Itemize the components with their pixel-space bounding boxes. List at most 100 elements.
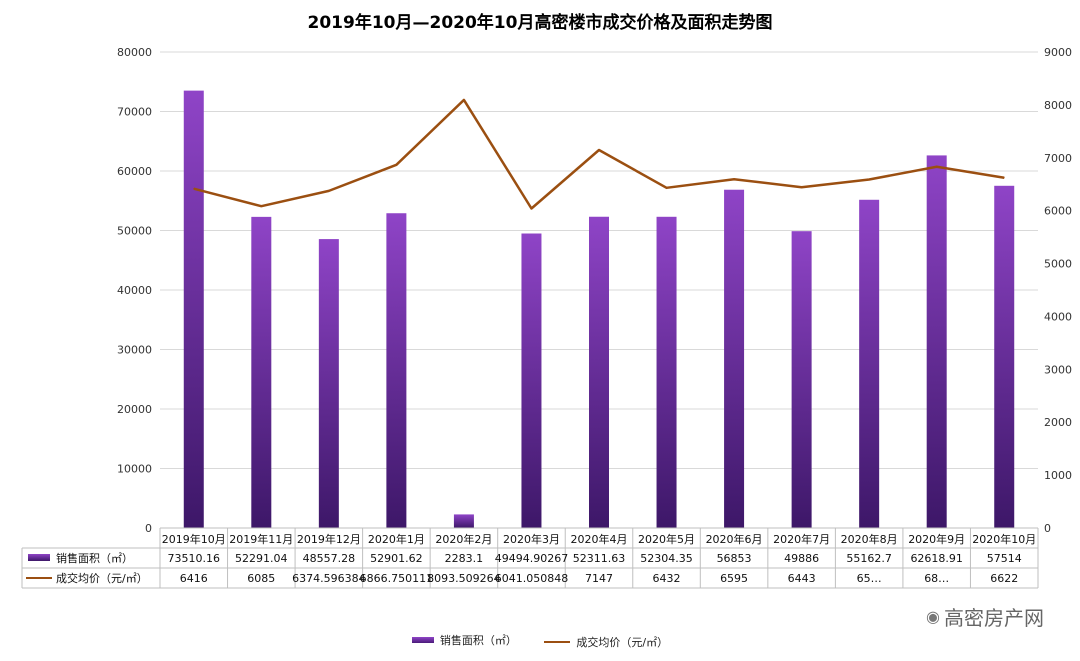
category-label: 2020年1月 xyxy=(368,532,425,546)
left-tick-label: 50000 xyxy=(117,225,152,238)
price-value-cell: 6416 xyxy=(180,572,208,585)
category-label: 2020年3月 xyxy=(503,532,560,546)
area-value-cell: 73510.16 xyxy=(168,552,221,565)
bar xyxy=(183,90,204,528)
price-point xyxy=(260,205,262,207)
left-tick-label: 80000 xyxy=(117,46,152,59)
bar xyxy=(926,155,947,528)
table-row-label-area: 销售面积（㎡） xyxy=(56,551,133,565)
area-value-cell: 48557.28 xyxy=(303,552,356,565)
right-tick-label: 7000 xyxy=(1044,152,1072,165)
price-point xyxy=(936,166,938,168)
bar-series xyxy=(183,90,1015,529)
left-tick-label: 0 xyxy=(145,522,152,535)
right-tick-label: 4000 xyxy=(1044,310,1072,323)
price-value-cell: 6443 xyxy=(788,572,816,585)
area-value-cell: 55162.7 xyxy=(846,552,892,565)
price-value-cell: 6432 xyxy=(653,572,681,585)
price-value-cell: 7147 xyxy=(585,572,613,585)
left-tick-label: 10000 xyxy=(117,463,152,476)
category-label: 2020年5月 xyxy=(638,532,695,546)
bar xyxy=(859,199,880,529)
line-series xyxy=(193,98,1005,210)
right-tick-label: 6000 xyxy=(1044,205,1072,218)
area-value-cell: 2283.1 xyxy=(445,552,484,565)
bar-swatch-icon xyxy=(411,637,434,643)
category-label: 2020年6月 xyxy=(706,532,763,546)
category-label: 2020年9月 xyxy=(908,532,965,546)
bar xyxy=(318,239,339,529)
category-label: 2020年10月 xyxy=(972,532,1036,546)
left-tick-label: 30000 xyxy=(117,344,152,357)
table-row-label-price: 成交均价（元/㎡） xyxy=(56,571,148,585)
price-point xyxy=(328,190,330,192)
left-tick-label: 70000 xyxy=(117,106,152,119)
area-value-cell: 52901.62 xyxy=(370,552,423,565)
legend-label-price: 成交均价（元/㎡） xyxy=(576,636,669,649)
price-value-cell: 6595 xyxy=(720,572,748,585)
left-y-axis: 0 10000 20000 30000 40000 50000 60000 70000 8000… xyxy=(117,46,152,535)
price-value-cell: 6085 xyxy=(247,572,275,585)
bar xyxy=(656,216,677,528)
wechat-icon: ◉ xyxy=(926,607,940,626)
price-point xyxy=(666,187,668,189)
bar xyxy=(724,189,745,528)
category-label: 2019年11月 xyxy=(229,532,293,546)
category-label: 2019年10月 xyxy=(162,532,226,546)
bar xyxy=(994,185,1015,529)
area-value-cell: 49886 xyxy=(784,552,819,565)
price-value-cell: 68… xyxy=(924,572,949,585)
bar xyxy=(589,216,609,529)
price-value-cell: 6041.050848 xyxy=(495,572,568,585)
bar xyxy=(251,216,272,528)
right-tick-label: 0 xyxy=(1044,522,1051,535)
right-tick-label: 1000 xyxy=(1044,469,1072,482)
right-tick-label: 2000 xyxy=(1044,416,1072,429)
legend-label-area: 销售面积（㎡） xyxy=(439,634,517,647)
price-point xyxy=(733,178,735,180)
area-value-cell: 52311.63 xyxy=(573,552,626,565)
category-label: 2020年4月 xyxy=(571,532,628,546)
price-point xyxy=(868,178,870,180)
price-value-cell: 6374.596384 xyxy=(292,572,365,585)
price-value-cell: 6866.750111 xyxy=(360,572,433,585)
left-tick-label: 60000 xyxy=(117,165,152,178)
left-tick-label: 20000 xyxy=(117,403,152,416)
left-tick-label: 40000 xyxy=(117,284,152,297)
right-tick-label: 5000 xyxy=(1044,258,1072,271)
watermark: ◉ 高密房产网 xyxy=(926,602,1044,631)
price-value-cell: 8093.509264 xyxy=(427,572,500,585)
watermark-text: 高密房产网 xyxy=(944,606,1044,630)
line-swatch-icon xyxy=(544,641,571,643)
bar xyxy=(386,213,407,529)
right-tick-label: 8000 xyxy=(1044,99,1072,112)
right-tick-label: 9000 xyxy=(1044,46,1072,59)
price-point xyxy=(1003,177,1005,179)
price-value-cell: 65… xyxy=(857,572,882,585)
data-table: 2019年10月 2019年11月 2019年12月 2020年1月 2020年2月 20… xyxy=(21,527,1039,589)
bar xyxy=(453,514,474,528)
legend: 销售面积（㎡） 成交均价（元/㎡） xyxy=(0,632,1080,650)
area-value-cell: 56853 xyxy=(717,552,752,565)
category-label: 2020年8月 xyxy=(841,532,898,546)
bar xyxy=(791,231,812,529)
price-point xyxy=(463,99,465,101)
category-label: 2019年12月 xyxy=(297,532,361,546)
chart-title: 2019年10月—2020年10月高密楼市成交价格及面积走势图 xyxy=(307,13,773,33)
area-value-cell: 49494.90267 xyxy=(495,552,568,565)
area-value-cell: 52291.04 xyxy=(235,552,288,565)
area-value-cell: 62618.91 xyxy=(910,552,963,565)
right-y-axis: 0 1000 2000 3000 4000 5000 6000 7000 8000 9000 xyxy=(1044,46,1072,535)
bar xyxy=(521,233,542,529)
price-value-cell: 6622 xyxy=(990,572,1018,585)
right-tick-label: 3000 xyxy=(1044,363,1072,376)
price-point xyxy=(193,188,195,190)
legend-item-area: 销售面积（㎡） xyxy=(411,632,517,648)
area-value-cell: 57514 xyxy=(987,552,1022,565)
category-label: 2020年7月 xyxy=(773,532,830,546)
price-point xyxy=(530,207,532,209)
table-bar-swatch-icon xyxy=(28,554,50,561)
price-point xyxy=(598,149,600,151)
price-line xyxy=(193,98,1005,210)
